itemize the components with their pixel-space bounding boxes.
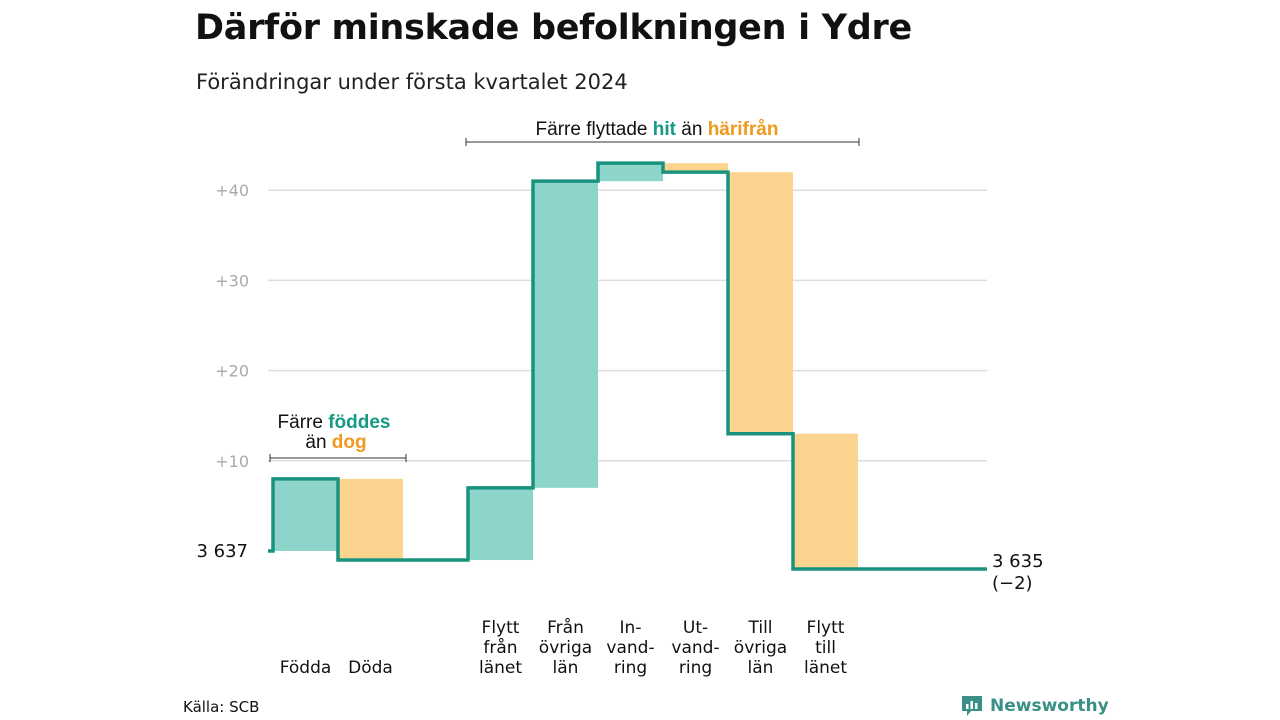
y-tick-label: +30: [215, 271, 249, 290]
x-category-label: vand-: [671, 638, 719, 658]
natural-annotation-line2: än dog: [305, 432, 366, 453]
bar-döda: [339, 478, 403, 561]
x-category-label: län: [553, 658, 579, 678]
x-category-label: övriga: [734, 638, 787, 658]
brand-logo: Newsworthy: [960, 694, 1109, 718]
source-note: Källa: SCB: [183, 698, 260, 716]
bar-till-övriga-län: [729, 172, 793, 434]
x-category-label: Ut-: [683, 618, 708, 638]
x-category-label: län: [748, 658, 774, 678]
bar-från-övriga-län: [534, 181, 598, 488]
x-category-label: vand-: [606, 638, 654, 658]
bar-ut--vand--ring: [664, 163, 728, 173]
bar-födda: [274, 478, 338, 551]
x-category-label: ring: [679, 658, 712, 678]
x-category-label: Från: [547, 617, 584, 638]
bar-flytt-till-länet: [794, 433, 858, 570]
migration-annotation: Färre flyttade hit än härifrån: [536, 119, 779, 140]
bar-in--vand--ring: [599, 163, 663, 182]
x-category-label: Flytt: [807, 618, 845, 638]
x-category-label: länet: [804, 658, 847, 678]
y-tick-label: +40: [215, 181, 249, 200]
y-tick-label: +10: [215, 452, 249, 471]
x-category-label: Flytt: [482, 618, 520, 638]
x-category-label: Döda: [348, 658, 393, 678]
y-tick-label: +20: [215, 362, 249, 381]
start-value-label: 3 637: [196, 541, 248, 562]
chart-subtitle: Förändringar under första kvartalet 2024: [196, 70, 628, 94]
natural-annotation-line1: Färre föddes: [278, 412, 391, 433]
newsworthy-icon: [962, 696, 982, 716]
chart-title: Därför minskade befolkningen i Ydre: [195, 8, 912, 48]
cumulative-step-line: [268, 161, 987, 571]
end-value-label: 3 635: [992, 551, 1044, 572]
brand-name: Newsworthy: [990, 696, 1109, 716]
x-category-label: Födda: [280, 658, 332, 678]
x-category-label: ring: [614, 658, 647, 678]
x-category-label: från: [483, 637, 517, 658]
x-category-label: In-: [620, 618, 642, 638]
x-category-label: övriga: [539, 638, 592, 658]
bar-flytt-från-länet: [469, 487, 533, 561]
x-category-label: länet: [479, 658, 522, 678]
x-category-label: Till: [747, 618, 772, 638]
end-change-label: (−2): [992, 573, 1033, 594]
x-category-label: till: [815, 638, 836, 658]
